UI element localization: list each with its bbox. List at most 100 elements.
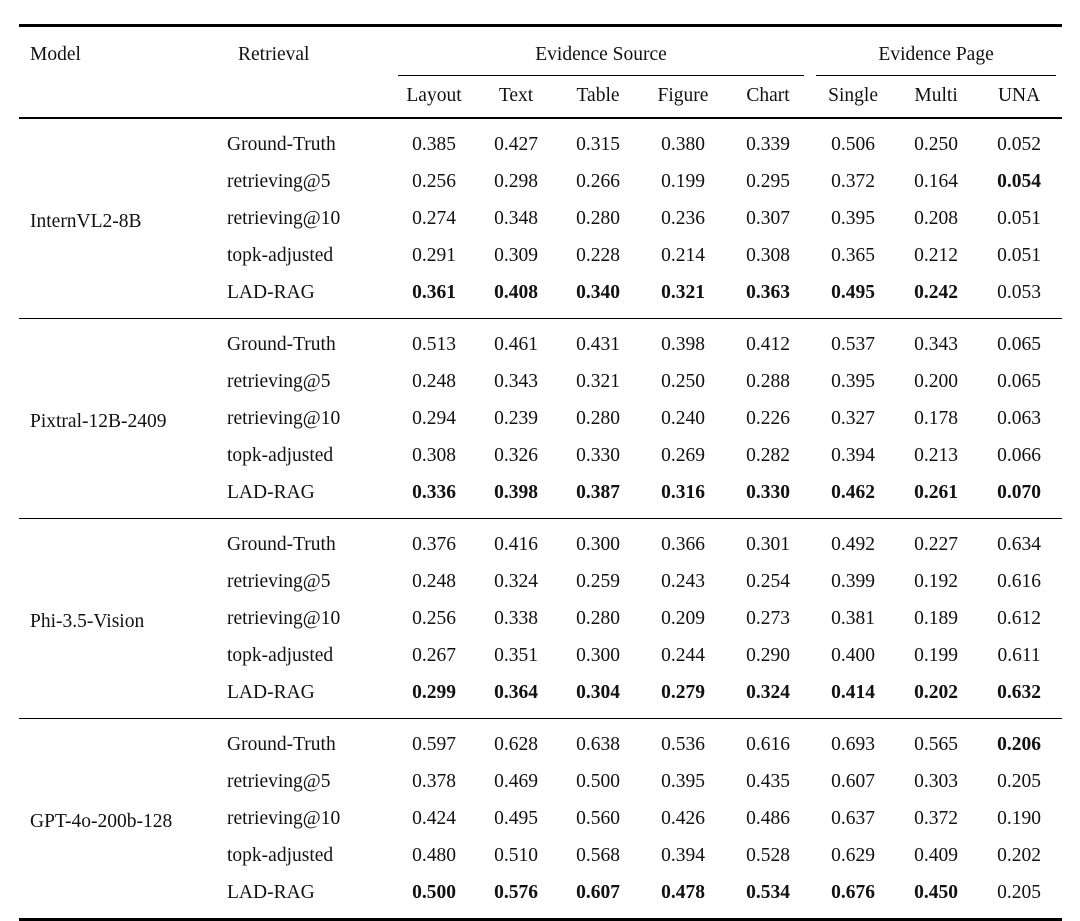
col-header-figure: Figure xyxy=(657,85,709,106)
value-cell: 0.228 xyxy=(576,244,620,266)
value-cell: 0.628 xyxy=(494,733,538,755)
value-cell: 0.372 xyxy=(831,170,875,192)
value-cell: 0.269 xyxy=(661,444,705,466)
retrieval-cell: topk-adjusted xyxy=(227,644,334,666)
value-cell: 0.309 xyxy=(494,244,538,266)
value-cell: 0.351 xyxy=(494,644,538,666)
value-cell: 0.395 xyxy=(831,370,875,392)
value-cell: 0.202 xyxy=(997,844,1041,866)
value-cell: 0.611 xyxy=(997,644,1041,666)
value-cell: 0.248 xyxy=(412,370,456,392)
table-row: topk-adjusted 0.308 0.326 0.330 0.269 0.282 0.… xyxy=(19,437,1062,474)
value-cell: 0.486 xyxy=(746,807,790,829)
value-cell: 0.214 xyxy=(661,244,705,266)
value-cell: 0.267 xyxy=(412,644,456,666)
value-cell: 0.242 xyxy=(914,281,958,303)
value-cell: 0.637 xyxy=(831,807,875,829)
value-cell: 0.343 xyxy=(914,333,958,355)
value-cell: 0.534 xyxy=(746,881,790,903)
value-cell: 0.372 xyxy=(914,807,958,829)
col-header-model: Model xyxy=(30,44,81,65)
value-cell: 0.065 xyxy=(997,370,1041,392)
value-cell: 0.495 xyxy=(831,281,875,303)
table-header: Model Retrieval Evidence Source Evidence… xyxy=(19,26,1063,118)
value-cell: 0.291 xyxy=(412,244,456,266)
value-cell: 0.376 xyxy=(412,533,456,555)
value-cell: 0.424 xyxy=(412,807,456,829)
col-header-una: UNA xyxy=(997,85,1041,106)
col-header-single: Single xyxy=(828,85,878,106)
retrieval-cell: retrieving@10 xyxy=(227,207,341,229)
group-header-evidence-page: Evidence Page xyxy=(810,26,1062,76)
table-row: retrieving@10 0.256 0.338 0.280 0.209 0.273 0.… xyxy=(19,600,1062,637)
value-cell: 0.236 xyxy=(661,207,705,229)
value-cell: 0.307 xyxy=(746,207,790,229)
value-cell: 0.408 xyxy=(494,281,538,303)
table-row: retrieving@10 0.424 0.495 0.560 0.426 0.486 0.… xyxy=(19,800,1062,837)
table-row: retrieving@5 0.248 0.324 0.259 0.243 0.254 0.3… xyxy=(19,563,1062,600)
value-cell: 0.500 xyxy=(576,770,620,792)
retrieval-cell: LAD-RAG xyxy=(227,281,315,303)
value-cell: 0.280 xyxy=(576,407,620,429)
value-cell: 0.330 xyxy=(746,481,790,503)
value-cell: 0.500 xyxy=(412,881,456,903)
value-cell: 0.495 xyxy=(494,807,538,829)
value-cell: 0.565 xyxy=(914,733,958,755)
value-cell: 0.348 xyxy=(494,207,538,229)
table-row: Phi-3.5-Vision Ground-Truth 0.376 0.416 0.30… xyxy=(19,519,1062,633)
value-cell: 0.536 xyxy=(661,733,705,755)
value-cell: 0.280 xyxy=(576,207,620,229)
value-cell: 0.273 xyxy=(746,607,790,629)
value-cell: 0.387 xyxy=(576,481,620,503)
value-cell: 0.478 xyxy=(661,881,705,903)
model-cell: InternVL2-8B xyxy=(30,211,142,232)
value-cell: 0.427 xyxy=(494,133,538,155)
value-cell: 0.070 xyxy=(997,481,1041,503)
value-cell: 0.364 xyxy=(494,681,538,703)
value-cell: 0.208 xyxy=(914,207,958,229)
value-cell: 0.400 xyxy=(831,644,875,666)
value-cell: 0.202 xyxy=(914,681,958,703)
value-cell: 0.304 xyxy=(576,681,620,703)
table-row: retrieving@10 0.294 0.239 0.280 0.240 0.226 0.… xyxy=(19,400,1062,437)
table-row: LAD-RAG 0.500 0.576 0.607 0.478 0.534 0.676 0.4… xyxy=(19,874,1062,920)
value-cell: 0.462 xyxy=(831,481,875,503)
value-cell: 0.528 xyxy=(746,844,790,866)
value-cell: 0.612 xyxy=(997,607,1041,629)
model-group: Phi-3.5-Vision Ground-Truth 0.376 0.416 0.30… xyxy=(19,518,1063,719)
value-cell: 0.510 xyxy=(494,844,538,866)
value-cell: 0.259 xyxy=(576,570,620,592)
col-header-text: Text xyxy=(498,85,534,106)
value-cell: 0.199 xyxy=(661,170,705,192)
paper-table-container: Model Retrieval Evidence Source Evidence… xyxy=(19,24,1063,921)
value-cell: 0.308 xyxy=(412,444,456,466)
value-cell: 0.513 xyxy=(412,333,456,355)
value-cell: 0.568 xyxy=(576,844,620,866)
retrieval-cell: Ground-Truth xyxy=(227,733,336,755)
retrieval-cell: topk-adjusted xyxy=(227,244,334,266)
table-row: retrieving@5 0.248 0.343 0.321 0.250 0.288 0.3… xyxy=(19,363,1062,400)
value-cell: 0.381 xyxy=(831,607,875,629)
col-header-retrieval: Retrieval xyxy=(238,44,310,65)
table-row: GPT-4o-200b-128 Ground-Truth 0.597 0.628 0.6… xyxy=(19,719,1062,833)
value-cell: 0.244 xyxy=(661,644,705,666)
value-cell: 0.366 xyxy=(661,533,705,555)
value-cell: 0.315 xyxy=(576,133,620,155)
group-header-evidence-source-label: Evidence Source xyxy=(398,44,805,76)
value-cell: 0.378 xyxy=(412,770,456,792)
value-cell: 0.227 xyxy=(914,533,958,555)
value-cell: 0.324 xyxy=(494,570,538,592)
retrieval-cell: retrieving@10 xyxy=(227,607,341,629)
value-cell: 0.629 xyxy=(831,844,875,866)
value-cell: 0.199 xyxy=(914,644,958,666)
value-cell: 0.361 xyxy=(412,281,456,303)
table-row: topk-adjusted 0.480 0.510 0.568 0.394 0.528 0.… xyxy=(19,837,1062,874)
value-cell: 0.414 xyxy=(831,681,875,703)
value-cell: 0.256 xyxy=(412,170,456,192)
value-cell: 0.431 xyxy=(576,333,620,355)
model-cell: Pixtral-12B-2409 xyxy=(30,411,167,432)
value-cell: 0.537 xyxy=(831,333,875,355)
value-cell: 0.638 xyxy=(576,733,620,755)
value-cell: 0.280 xyxy=(576,607,620,629)
group-header-evidence-source: Evidence Source xyxy=(392,26,810,76)
